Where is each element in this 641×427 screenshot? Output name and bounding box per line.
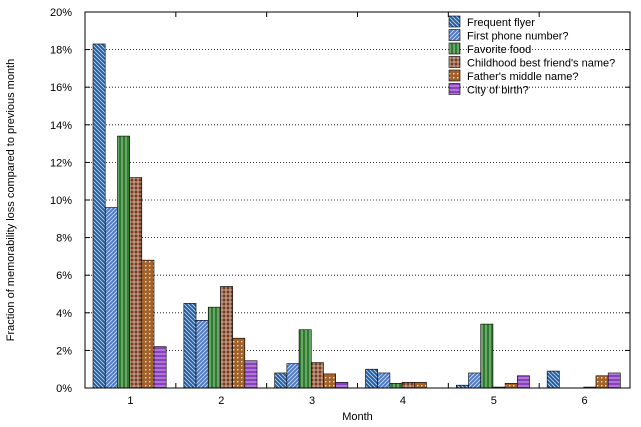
y-tick-label: 0% bbox=[56, 383, 72, 395]
x-tick-label: 3 bbox=[309, 395, 315, 407]
bar bbox=[389, 382, 403, 389]
bar bbox=[595, 375, 609, 389]
bar bbox=[298, 329, 312, 389]
legend-label: Father's middle name? bbox=[467, 71, 579, 83]
bar bbox=[286, 363, 300, 389]
bar bbox=[244, 360, 258, 389]
bar bbox=[274, 372, 288, 389]
legend-swatch bbox=[448, 83, 461, 95]
legend-label: Frequent flyer bbox=[467, 17, 535, 29]
y-tick-label: 10% bbox=[50, 195, 72, 207]
bar bbox=[546, 370, 560, 389]
legend-swatch bbox=[448, 29, 461, 41]
legend-label: Favorite food bbox=[467, 44, 531, 56]
y-tick-label: 20% bbox=[50, 7, 72, 19]
gridlines bbox=[85, 49, 630, 351]
legend-label: City of birth? bbox=[467, 85, 529, 97]
bars bbox=[92, 43, 621, 389]
x-tick-label: 1 bbox=[127, 395, 133, 407]
bar bbox=[104, 207, 118, 389]
bar bbox=[335, 382, 349, 389]
bar bbox=[480, 323, 494, 389]
legend-swatch bbox=[448, 15, 461, 28]
bar bbox=[607, 372, 621, 389]
bar bbox=[220, 286, 233, 389]
bar bbox=[117, 135, 130, 389]
y-tick-label: 18% bbox=[50, 45, 72, 57]
bar bbox=[207, 306, 221, 389]
y-tick-label: 2% bbox=[56, 345, 72, 357]
bar bbox=[141, 259, 155, 389]
bar bbox=[365, 368, 378, 389]
bar bbox=[129, 177, 143, 389]
legend-swatch bbox=[448, 56, 461, 68]
y-tick-label: 16% bbox=[50, 82, 72, 94]
bar bbox=[323, 373, 336, 389]
bar bbox=[504, 382, 518, 389]
bar bbox=[195, 320, 209, 389]
y-tick-label: 12% bbox=[50, 157, 72, 169]
x-tick-label: 4 bbox=[400, 395, 406, 407]
bar bbox=[153, 346, 167, 389]
bar bbox=[401, 382, 415, 389]
x-tick-label: 2 bbox=[218, 395, 224, 407]
bar bbox=[92, 43, 106, 389]
axis-ticks: 0% 2% 4% 6% 8% 10% 12% 14% 16% 18% 20% 1 2 3 4 5 6 bbox=[50, 7, 630, 407]
bar bbox=[413, 382, 427, 389]
y-axis-label: Fraction of memorability loss compared t… bbox=[5, 59, 17, 341]
y-tick-label: 14% bbox=[50, 120, 72, 132]
bar bbox=[183, 303, 197, 389]
x-tick-label: 6 bbox=[582, 395, 588, 407]
legend-swatch bbox=[448, 69, 461, 82]
legend-label: First phone number? bbox=[467, 31, 569, 43]
bar bbox=[377, 372, 391, 389]
bar bbox=[468, 372, 482, 389]
bar bbox=[232, 337, 246, 389]
y-tick-label: 6% bbox=[56, 270, 72, 282]
legend-swatch bbox=[448, 42, 461, 55]
y-tick-label: 8% bbox=[56, 233, 72, 245]
x-axis-label: Month bbox=[342, 411, 373, 423]
legend-label: Childhood best friend's name? bbox=[467, 58, 615, 70]
legend: Frequent flyer First phone number?Favorit… bbox=[448, 15, 615, 97]
bar bbox=[310, 362, 324, 389]
bar bbox=[517, 375, 530, 389]
x-tick-label: 5 bbox=[491, 395, 497, 407]
y-tick-label: 4% bbox=[56, 308, 72, 320]
